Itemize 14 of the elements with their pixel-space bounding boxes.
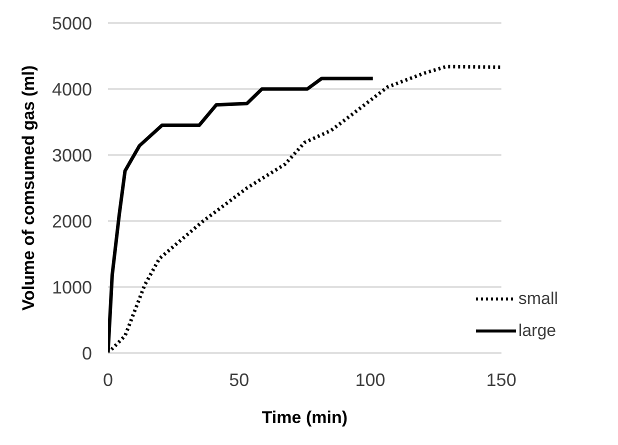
y-axis-title: Volume of comsumed gas (ml) <box>19 65 38 311</box>
y-tick-label: 1000 <box>52 277 92 298</box>
y-tick-label: 4000 <box>52 79 92 100</box>
y-tick-label: 2000 <box>52 211 92 232</box>
y-tick-label: 5000 <box>52 13 92 34</box>
legend-label: large <box>518 321 556 341</box>
legend-label: small <box>518 289 558 309</box>
x-tick-label: 50 <box>229 370 250 390</box>
x-axis-title: Time (min) <box>262 408 348 427</box>
y-tick-label: 0 <box>82 343 92 364</box>
x-tick-label: 100 <box>355 370 386 390</box>
x-tick-label: 150 <box>486 370 516 390</box>
y-tick-label: 3000 <box>52 145 92 166</box>
x-tick-label: 0 <box>102 370 114 390</box>
